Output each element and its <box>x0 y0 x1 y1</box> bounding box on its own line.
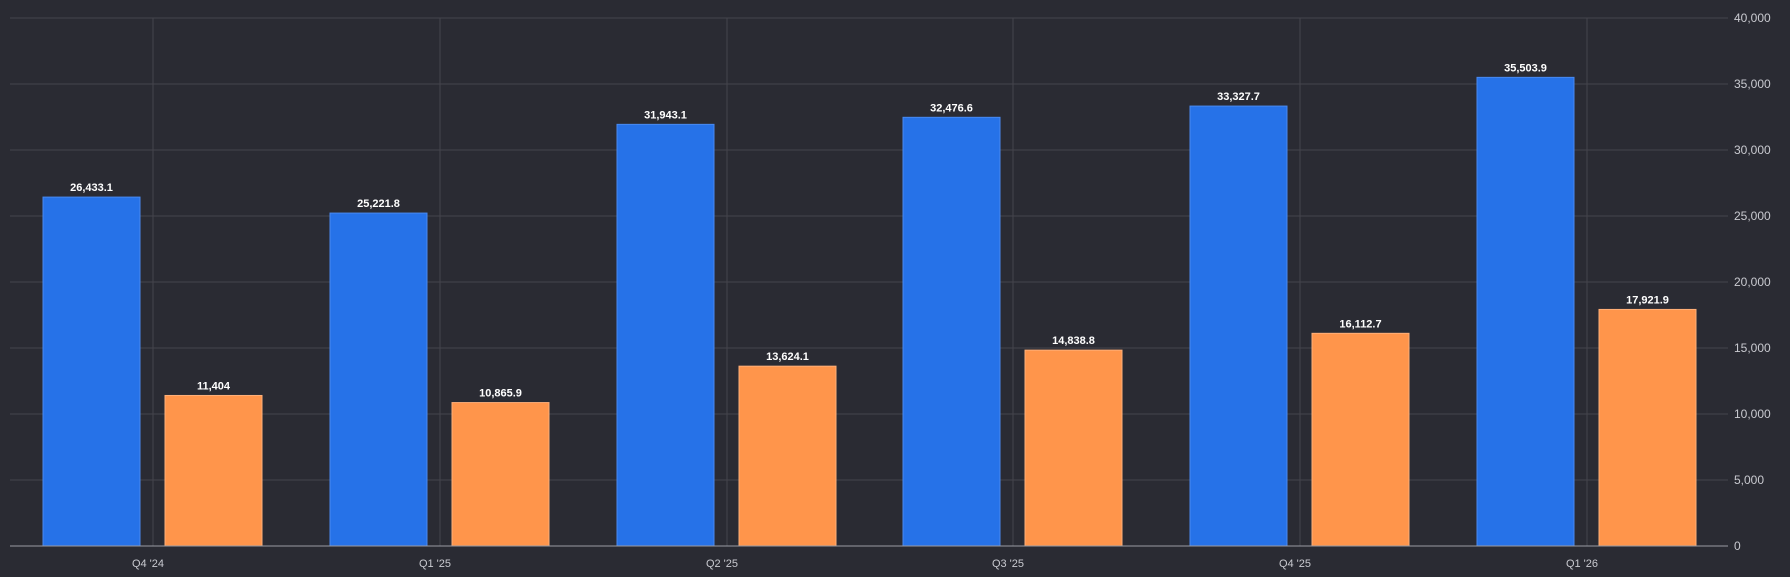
y-tick-label: 0 <box>1734 539 1741 553</box>
bar-series-1 <box>616 123 715 547</box>
x-tick-label: Q1 '25 <box>419 558 451 570</box>
x-tick-label: Q4 '24 <box>132 558 164 570</box>
bar-value-label: 10,865.9 <box>479 388 522 400</box>
bar-value-label: 16,112.7 <box>1339 318 1381 330</box>
bar-series-2 <box>738 365 837 547</box>
y-tick-label: 35,000 <box>1734 77 1771 91</box>
y-tick-label: 30,000 <box>1734 143 1771 157</box>
bar-series-2 <box>164 394 263 547</box>
axes: 0 5,000 10,000 15,000 20,000 25,000 30,000 35,0… <box>10 11 1771 570</box>
bar-value-label: 17,921.9 <box>1626 294 1669 306</box>
data-labels: 26,433.1 25,221.8 31,943.1 32,476.6 33,327.7… <box>70 62 1669 399</box>
y-tick-label: 40,000 <box>1734 11 1771 25</box>
bar-series-2 <box>1311 332 1410 547</box>
x-tick-label: Q4 '25 <box>1279 558 1311 570</box>
bar-series-1 <box>1476 76 1575 547</box>
x-tick-label: Q3 '25 <box>992 558 1024 570</box>
bar-value-label: 13,624.1 <box>766 351 809 363</box>
bar-value-label: 31,943.1 <box>644 109 687 121</box>
bar-series-1 <box>902 116 1001 547</box>
bar-series-2 <box>1024 349 1123 547</box>
bar-series-2 <box>451 402 550 547</box>
bar-series-1 <box>42 196 141 547</box>
y-tick-label: 25,000 <box>1734 209 1771 223</box>
y-tick-label: 5,000 <box>1734 473 1764 487</box>
y-tick-label: 10,000 <box>1734 407 1771 421</box>
bar-value-label: 35,503.9 <box>1504 62 1547 74</box>
bar-value-label: 14,838.8 <box>1052 335 1095 347</box>
bar-value-label: 32,476.6 <box>930 102 973 114</box>
bar-series-1 <box>1189 105 1288 547</box>
bar-value-label: 11,404 <box>197 380 231 392</box>
grid <box>10 17 1728 546</box>
bar-value-label: 33,327.7 <box>1217 91 1260 103</box>
x-tick-label: Q1 '26 <box>1566 558 1598 570</box>
bar-series-2 <box>1598 308 1697 547</box>
y-tick-label: 20,000 <box>1734 275 1771 289</box>
bars <box>42 76 1697 547</box>
bar-series-1 <box>329 212 428 547</box>
y-tick-label: 15,000 <box>1734 341 1771 355</box>
bar-value-label: 26,433.1 <box>70 182 113 194</box>
x-tick-label: Q2 '25 <box>706 558 738 570</box>
bar-value-label: 25,221.8 <box>357 198 400 210</box>
